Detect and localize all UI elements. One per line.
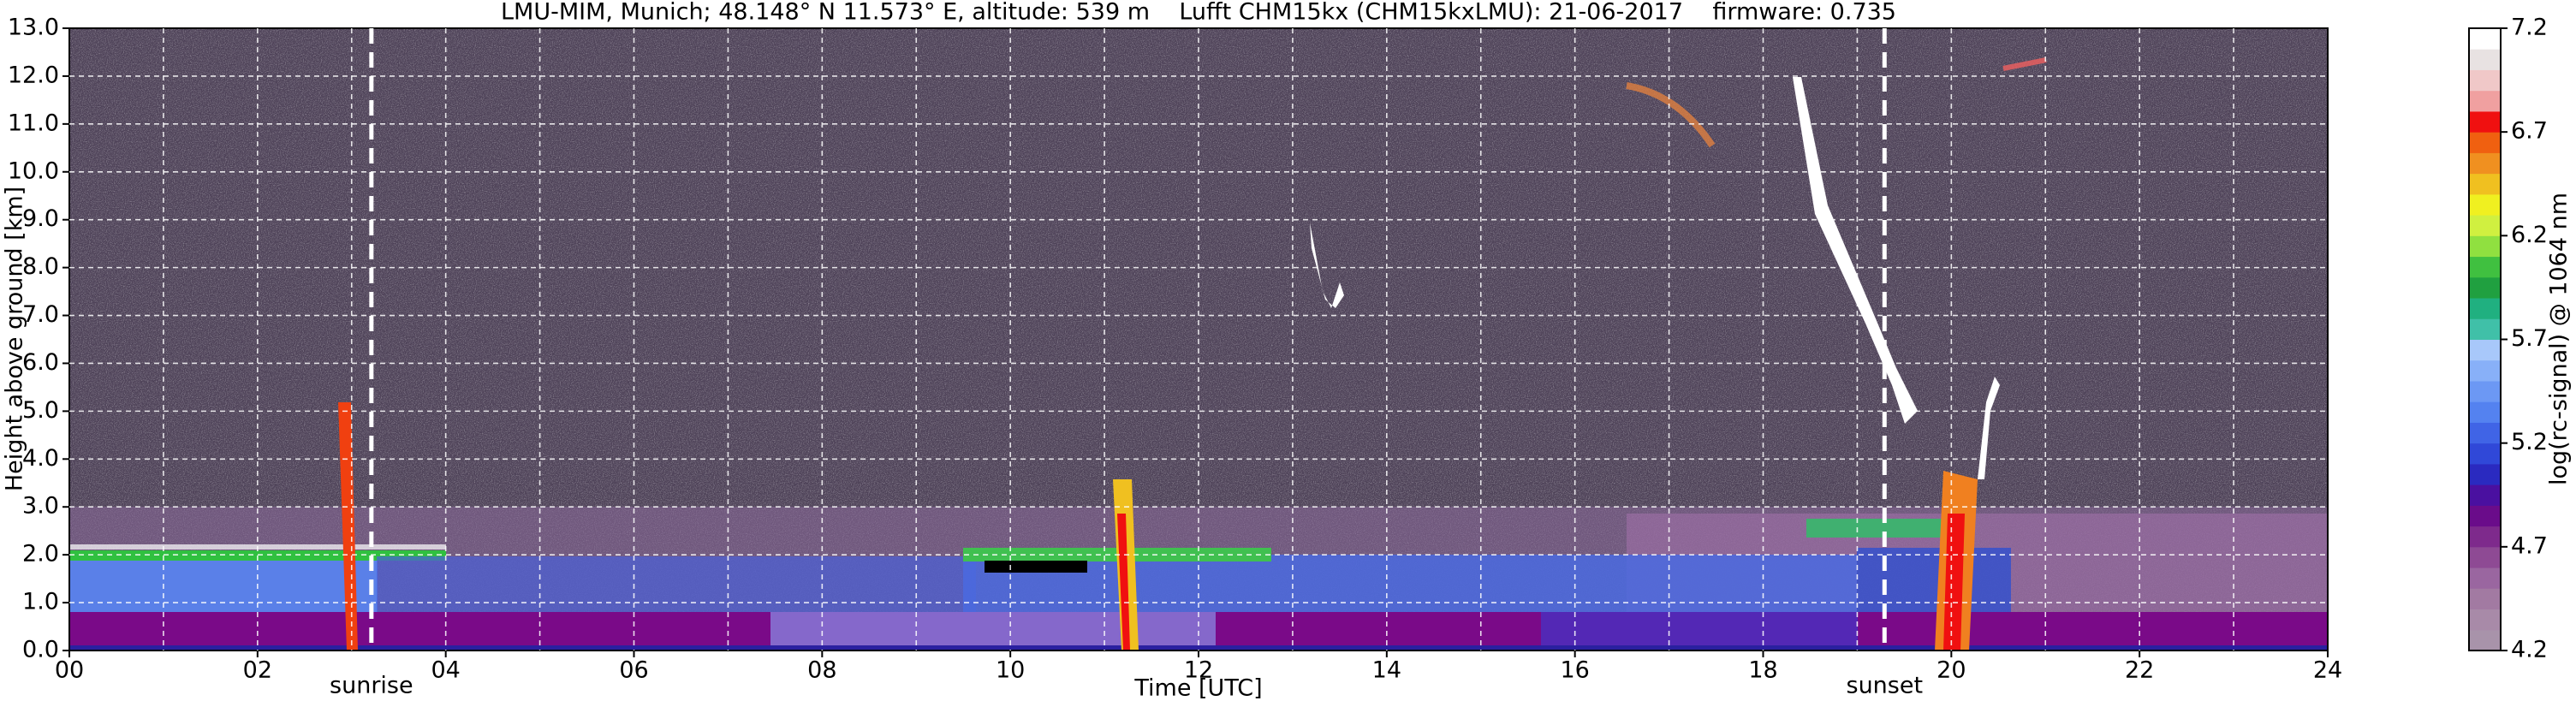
colorbar-swatch (2469, 339, 2501, 361)
y-tick-label: 4.0 (22, 445, 59, 472)
colorbar-swatch (2469, 69, 2501, 92)
colorbar-swatch (2469, 484, 2501, 506)
colorbar-swatch (2469, 380, 2501, 402)
x-tick-label: 24 (2313, 657, 2342, 684)
colorbar-swatch (2469, 132, 2501, 153)
x-tick-label: 08 (807, 657, 836, 684)
colorbar-swatch (2469, 318, 2501, 340)
y-axis-label: Height above ground [km] (2, 187, 28, 491)
colorbar-swatch (2469, 359, 2501, 382)
x-tick-label: 02 (243, 657, 272, 684)
y-tick-label: 3.0 (22, 493, 59, 520)
colorbar-swatch (2469, 49, 2501, 70)
chart-title: LMU-MIM, Munich; 48.148° N 11.573° E, al… (501, 0, 1896, 26)
colorbar-swatch (2469, 567, 2501, 589)
colorbar-swatch (2469, 173, 2501, 195)
colorbar-tick-label: 7.2 (2511, 15, 2548, 41)
x-tick-label: 04 (431, 657, 460, 684)
colorbar-tick-label: 6.7 (2511, 118, 2548, 145)
colorbar-swatch (2469, 256, 2501, 278)
x-tick-label: 00 (55, 657, 84, 684)
y-tick-label: 1.0 (22, 589, 59, 615)
colorbar-swatch (2469, 505, 2501, 527)
y-tick-label: 0.0 (22, 637, 59, 663)
colorbar-swatch (2469, 90, 2501, 112)
y-tick-label: 13.0 (8, 15, 59, 41)
colorbar-swatch (2469, 588, 2501, 610)
colorbar-swatch (2469, 463, 2501, 485)
y-tick-label: 10.0 (8, 157, 59, 184)
x-axis-label: Time [UTC] (1133, 675, 1262, 702)
y-tick-label: 6.0 (22, 349, 59, 376)
x-tick-label: 18 (1748, 657, 1777, 684)
colorbar-label: log(rc-signal) @ 1064 nm (2546, 193, 2573, 485)
x-tick-label: 22 (2125, 657, 2154, 684)
colorbar-swatch (2469, 152, 2501, 175)
colorbar-swatch (2469, 276, 2501, 299)
y-tick-label: 2.0 (22, 541, 59, 567)
colorbar-tick-label: 6.2 (2511, 222, 2548, 248)
y-tick-label: 12.0 (8, 62, 59, 88)
colorbar-tick-label: 5.2 (2511, 429, 2548, 455)
x-tick-label: 20 (1936, 657, 1966, 684)
colorbar-swatch (2469, 609, 2501, 631)
y-tick-label: 9.0 (22, 205, 59, 232)
x-tick-label: 16 (1560, 657, 1589, 684)
annotation-label: sunrise (330, 673, 413, 699)
colorbar-tick-label: 5.7 (2511, 325, 2548, 352)
x-tick-label: 12 (1184, 657, 1213, 684)
colorbar-swatch (2469, 298, 2501, 319)
colorbar-swatch (2469, 526, 2501, 548)
colorbar-swatch (2469, 629, 2501, 651)
colorbar-tick-label: 4.7 (2511, 532, 2548, 559)
x-tick-label: 10 (996, 657, 1025, 684)
colorbar-swatch (2469, 443, 2501, 465)
y-tick-label: 8.0 (22, 253, 59, 280)
y-tick-label: 7.0 (22, 301, 59, 328)
x-tick-label: 14 (1372, 657, 1401, 684)
annotation-label: sunset (1847, 673, 1924, 699)
y-tick-label: 11.0 (8, 110, 59, 136)
colorbar-swatch (2469, 110, 2501, 133)
colorbar-swatch (2469, 235, 2501, 258)
colorbar-swatch (2469, 215, 2501, 236)
colorbar-tick-label: 4.2 (2511, 637, 2548, 663)
colorbar-swatch (2469, 422, 2501, 444)
colorbar-swatch (2469, 546, 2501, 568)
x-tick-label: 06 (619, 657, 648, 684)
colorbar-swatch (2469, 28, 2501, 50)
colorbar-swatch (2469, 193, 2501, 216)
y-tick-label: 5.0 (22, 397, 59, 424)
colorbar-swatch (2469, 401, 2501, 423)
